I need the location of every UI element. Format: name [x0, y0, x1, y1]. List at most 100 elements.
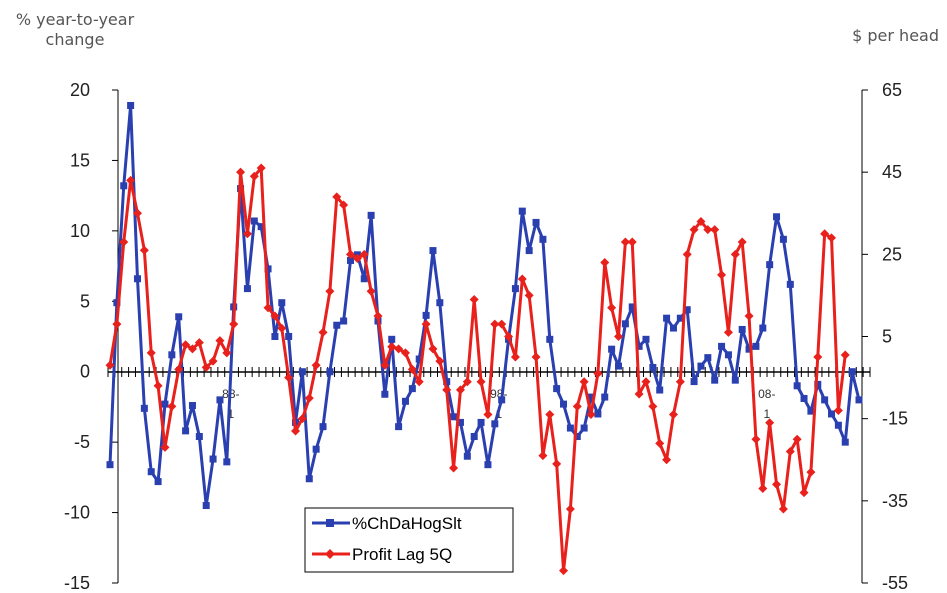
data-point-hogslt	[738, 325, 746, 333]
data-point-hogslt	[436, 299, 444, 307]
data-point-profit	[394, 344, 404, 354]
left-tick-label: 20	[70, 80, 90, 100]
data-point-profit	[455, 385, 465, 395]
data-point-hogslt	[759, 324, 767, 332]
data-point-profit	[820, 229, 830, 239]
right-tick-label: -35	[882, 491, 908, 511]
data-point-hogslt	[786, 280, 794, 288]
data-point-hogslt	[250, 217, 258, 225]
data-point-profit	[346, 249, 356, 259]
data-point-hogslt	[388, 335, 396, 343]
data-point-profit	[545, 410, 555, 420]
data-point-profit	[737, 237, 747, 247]
left-tick-label: -10	[64, 503, 90, 523]
data-point-hogslt	[182, 427, 190, 435]
data-point-hogslt	[663, 314, 671, 322]
data-point-profit	[586, 410, 596, 420]
data-point-profit	[689, 225, 699, 235]
data-point-profit	[311, 360, 321, 370]
data-point-hogslt	[683, 306, 691, 314]
data-point-profit	[827, 233, 837, 243]
data-point-profit	[339, 200, 349, 210]
data-point-hogslt	[264, 265, 272, 273]
data-point-hogslt	[422, 311, 430, 319]
data-point-hogslt	[518, 207, 526, 215]
data-point-profit	[277, 323, 287, 333]
data-point-hogslt	[133, 275, 141, 283]
data-point-hogslt	[312, 445, 320, 453]
data-point-profit	[229, 319, 239, 329]
data-point-profit	[462, 377, 472, 387]
left-tick-label: 15	[70, 150, 90, 170]
data-point-profit	[531, 352, 541, 362]
data-point-hogslt	[731, 376, 739, 384]
data-point-profit	[696, 216, 706, 226]
data-point-hogslt	[395, 423, 403, 431]
data-point-profit	[352, 253, 362, 263]
data-point-hogslt	[511, 285, 519, 293]
data-point-profit	[400, 348, 410, 358]
data-point-profit	[565, 504, 575, 514]
data-point-profit	[325, 286, 335, 296]
data-point-hogslt	[704, 354, 712, 362]
data-point-hogslt	[594, 410, 602, 418]
data-point-hogslt	[587, 393, 595, 401]
data-point-hogslt	[298, 368, 306, 376]
data-point-profit	[435, 356, 445, 366]
data-point-profit	[373, 311, 383, 321]
data-point-profit	[504, 332, 514, 341]
data-point-hogslt	[319, 423, 327, 431]
data-point-hogslt	[525, 247, 533, 255]
data-point-hogslt	[278, 299, 286, 307]
data-point-profit	[215, 336, 225, 346]
data-point-profit	[407, 364, 417, 374]
data-point-hogslt	[188, 402, 196, 410]
data-point-profit	[483, 410, 493, 420]
data-point-profit	[201, 362, 211, 372]
data-point-hogslt	[161, 400, 169, 408]
data-point-hogslt	[724, 351, 732, 359]
data-point-hogslt	[635, 342, 643, 350]
data-point-hogslt	[347, 256, 355, 264]
legend-marker-profit	[325, 549, 335, 559]
data-point-hogslt	[367, 211, 375, 219]
left-tick-label: 5	[80, 291, 90, 311]
data-point-hogslt	[779, 235, 787, 243]
data-point-profit	[806, 467, 816, 477]
data-point-hogslt	[614, 362, 622, 370]
data-point-profit	[174, 364, 184, 374]
data-point-profit	[153, 381, 163, 391]
data-point-hogslt	[546, 335, 554, 343]
data-point-hogslt	[711, 376, 719, 384]
data-point-hogslt	[477, 418, 485, 426]
left-tick-label: -15	[64, 573, 90, 593]
data-point-profit	[607, 303, 617, 313]
data-point-hogslt	[333, 321, 341, 329]
legend-box	[304, 507, 514, 573]
data-point-hogslt	[608, 345, 616, 353]
data-point-hogslt	[491, 420, 499, 428]
data-point-profit	[318, 327, 328, 337]
data-point-hogslt	[106, 461, 114, 469]
data-point-profit	[710, 225, 720, 235]
right-tick-label: 25	[882, 244, 902, 264]
data-point-profit	[840, 350, 850, 360]
data-point-hogslt	[821, 396, 829, 404]
legend-label-profit: Profit Lag 5Q	[352, 545, 452, 564]
data-point-hogslt	[573, 433, 581, 441]
data-point-hogslt	[305, 475, 313, 483]
data-point-hogslt	[656, 386, 664, 394]
data-point-hogslt	[257, 223, 265, 231]
data-point-hogslt	[800, 394, 808, 402]
data-point-profit	[332, 192, 342, 202]
data-point-profit	[442, 385, 452, 395]
data-point-hogslt	[113, 299, 121, 307]
data-point-profit	[785, 447, 795, 457]
data-point-hogslt	[443, 378, 451, 386]
data-point-profit	[194, 338, 204, 348]
data-point-profit	[490, 319, 500, 329]
data-point-profit	[730, 249, 740, 259]
data-point-hogslt	[814, 380, 822, 388]
data-point-hogslt	[120, 182, 128, 190]
